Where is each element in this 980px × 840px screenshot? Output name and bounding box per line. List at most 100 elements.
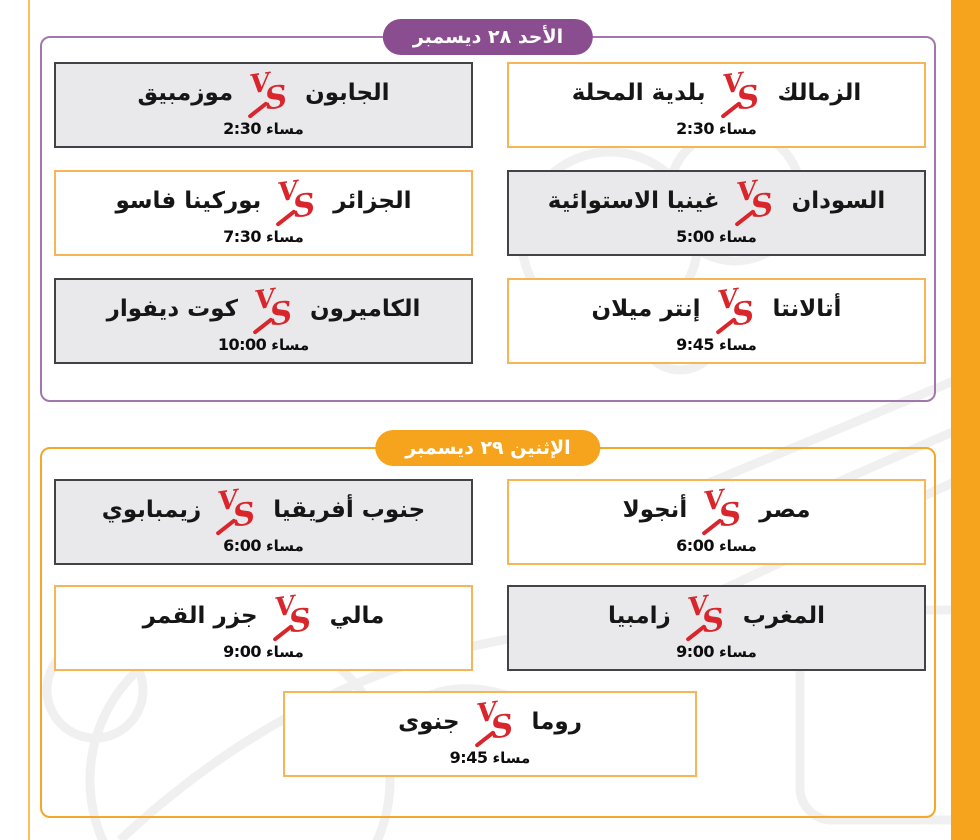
match-card: المغرب V S زامبيا 9:00 مساء <box>507 585 926 671</box>
team-row: الجزائر V S بوركينا فاسو <box>115 175 412 225</box>
section-monday: الإثنين ٢٩ ديسمبر مصر V S أنجولا 6:00 مس… <box>40 430 936 818</box>
team-row: السودان V S غينيا الاستوائية <box>547 175 886 225</box>
home-team: السودان <box>791 187 886 214</box>
vs-icon: V S <box>247 67 291 117</box>
match-card: جنوب أفريقيا V S زيمبابوي 6:00 مساء <box>54 479 473 565</box>
match-card: الجابون V S موزمبيق 2:30 مساء <box>54 62 473 148</box>
time-period: مساء <box>265 642 304 661</box>
vs-letter-s: S <box>267 294 295 333</box>
time-row: 7:30 مساء <box>223 227 304 246</box>
match-time: 6:00 <box>676 535 714 555</box>
match-card: روما V S جنوى 9:45 مساء <box>283 691 697 777</box>
vs-icon: V S <box>252 283 296 333</box>
home-team: الجزائر <box>333 187 412 214</box>
vs-letter-s: S <box>716 495 744 534</box>
time-period: مساء <box>265 227 304 246</box>
home-team: جنوب أفريقيا <box>273 496 426 523</box>
away-team: جنوى <box>398 708 460 735</box>
home-team: مصر <box>759 496 811 523</box>
team-row: مصر V S أنجولا <box>622 484 811 534</box>
time-row: 9:00 مساء <box>676 642 757 661</box>
away-team: بوركينا فاسو <box>115 187 262 214</box>
home-team: روما <box>531 708 582 735</box>
time-period: مساء <box>718 536 757 555</box>
time-row: 6:00 مساء <box>676 536 757 555</box>
right-accent-bar <box>951 0 980 840</box>
time-row: 10:00 مساء <box>218 335 309 354</box>
vs-letter-s: S <box>230 495 258 534</box>
away-team: جزر القمر <box>142 602 258 629</box>
match-time: 9:45 <box>449 747 488 767</box>
vs-icon: V S <box>701 484 745 534</box>
time-row: 5:00 مساء <box>676 227 757 246</box>
match-card: مالي V S جزر القمر 9:00 مساء <box>54 585 473 671</box>
time-period: مساء <box>718 119 757 138</box>
match-card: الجزائر V S بوركينا فاسو 7:30 مساء <box>54 170 473 256</box>
vs-letter-s: S <box>262 78 290 117</box>
vs-letter-s: S <box>748 186 776 225</box>
vs-icon: V S <box>272 590 316 640</box>
day-header-sunday: الأحد ٢٨ ديسمبر <box>382 19 594 55</box>
team-row: المغرب V S زامبيا <box>607 590 826 640</box>
match-time: 2:30 <box>676 118 714 138</box>
match-time: 2:30 <box>223 118 261 138</box>
vs-letter-s: S <box>729 294 757 333</box>
time-period: مساء <box>265 119 304 138</box>
match-time: 9:00 <box>676 641 714 661</box>
team-row: مالي V S جزر القمر <box>142 590 385 640</box>
vs-letter-s: S <box>699 601 728 640</box>
vs-letter-s: S <box>290 186 318 225</box>
day-header-monday: الإثنين ٢٩ ديسمبر <box>375 430 601 466</box>
home-team: المغرب <box>742 602 826 629</box>
time-period: مساء <box>718 335 757 354</box>
match-card: مصر V S أنجولا 6:00 مساء <box>507 479 926 565</box>
home-team: مالي <box>329 602 385 629</box>
match-card: أتالانتا V S إنتر ميلان 9:45 مساء <box>507 278 926 364</box>
time-period: مساء <box>718 642 757 661</box>
time-row: 9:45 مساء <box>676 335 757 354</box>
time-row: 2:30 مساء <box>676 119 757 138</box>
matches-grid-monday: مصر V S أنجولا 6:00 مساء جنوب أفريقيا V … <box>42 449 934 777</box>
vs-icon: V S <box>474 696 518 746</box>
match-card: الزمالك V S بلدية المحلة 2:30 مساء <box>507 62 926 148</box>
away-team: بلدية المحلة <box>571 79 706 106</box>
time-row: 9:00 مساء <box>223 642 304 661</box>
team-row: روما V S جنوى <box>398 696 582 746</box>
vs-letter-s: S <box>286 601 314 640</box>
away-team: زامبيا <box>607 602 671 629</box>
left-accent-line <box>28 0 30 840</box>
match-time: 10:00 <box>217 334 267 354</box>
time-row: 9:45 مساء <box>450 748 531 767</box>
time-row: 2:30 مساء <box>223 119 304 138</box>
vs-icon: V S <box>734 175 778 225</box>
time-period: مساء <box>718 227 757 246</box>
team-row: الزمالك V S بلدية المحلة <box>571 67 862 117</box>
matches-grid-sunday: الزمالك V S بلدية المحلة 2:30 مساء الجاب… <box>42 38 934 364</box>
vs-letter-s: S <box>734 78 762 117</box>
team-row: جنوب أفريقيا V S زيمبابوي <box>101 484 426 534</box>
away-team: أنجولا <box>622 496 688 523</box>
away-team: زيمبابوي <box>101 496 202 523</box>
vs-icon: V S <box>215 484 259 534</box>
home-team: الزمالك <box>777 79 862 106</box>
home-team: الكاميرون <box>310 295 421 322</box>
match-time: 5:00 <box>676 226 714 246</box>
vs-icon: V S <box>685 590 729 640</box>
time-period: مساء <box>265 536 304 555</box>
home-team: أتالانتا <box>772 295 842 322</box>
match-time: 7:30 <box>223 226 261 246</box>
home-team: الجابون <box>305 79 390 106</box>
team-row: الجابون V S موزمبيق <box>137 67 390 117</box>
away-team: موزمبيق <box>137 79 234 106</box>
away-team: غينيا الاستوائية <box>547 187 720 214</box>
vs-icon: V S <box>720 67 764 117</box>
section-sunday: الأحد ٢٨ ديسمبر الزمالك V S بلدية المحلة… <box>40 19 936 402</box>
away-team: كوت ديفوار <box>106 295 239 322</box>
vs-letter-s: S <box>488 707 516 746</box>
time-row: 6:00 مساء <box>223 536 304 555</box>
team-row: أتالانتا V S إنتر ميلان <box>591 283 842 333</box>
match-time: 6:00 <box>223 535 261 555</box>
away-team: إنتر ميلان <box>591 295 701 322</box>
team-row: الكاميرون V S كوت ديفوار <box>106 283 421 333</box>
